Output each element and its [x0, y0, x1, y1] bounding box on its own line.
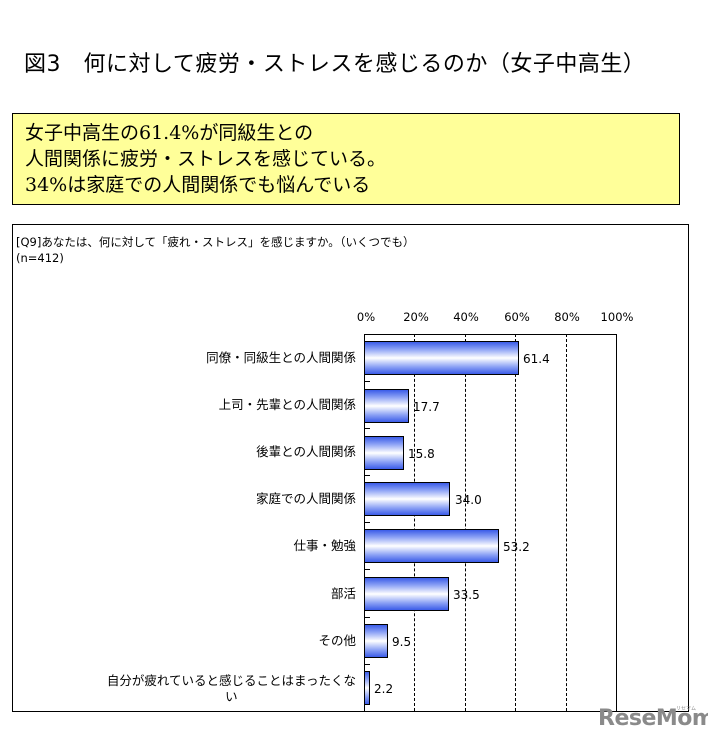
- value-label: 17.7: [413, 400, 440, 414]
- category-label: その他: [318, 633, 356, 648]
- resemom-watermark-logo: ReseMom: [598, 706, 708, 731]
- x-tick-80: 80%: [554, 310, 580, 324]
- bar-5: [364, 577, 449, 611]
- y-tick: [364, 475, 370, 476]
- y-tick: [364, 569, 370, 570]
- category-label: 部活: [330, 586, 356, 601]
- y-tick: [364, 381, 370, 382]
- callout-line-2: 人間関係に疲労・ストレスを感じている。: [25, 148, 387, 170]
- value-label: 9.5: [392, 635, 412, 649]
- gridline-80: [566, 334, 567, 711]
- category-label: 後輩との人間関係: [256, 444, 356, 459]
- x-tick-40: 40%: [453, 310, 479, 324]
- category-label: 家庭での人間関係: [255, 491, 356, 506]
- callout-line-1: 女子中高生の61.4%が同級生との: [25, 122, 314, 144]
- gridline-40: [465, 334, 466, 711]
- category-label: 自分が疲れていると感じることはまったくな い: [107, 673, 356, 705]
- x-tick-100: 100%: [600, 310, 634, 324]
- category-label: 仕事・勉強: [293, 538, 356, 553]
- resemom-watermark-kana: リセマム: [676, 706, 697, 712]
- category-label-line-1: 自分が疲れていると感じることはまったくな: [106, 673, 356, 688]
- summary-callout: 女子中高生の61.4%が同級生との 人間関係に疲労・ストレスを感じている。 34…: [12, 113, 680, 205]
- sample-size: (n=412): [16, 251, 64, 265]
- gridline-60: [515, 334, 516, 711]
- bar-6: [364, 624, 388, 658]
- x-tick-20: 20%: [403, 310, 429, 324]
- x-tick-60: 60%: [504, 310, 530, 324]
- question-label: [Q9]あなたは、何に対して「疲れ・ストレス」を感じますか。（いくつでも）: [16, 235, 415, 249]
- y-tick: [364, 428, 370, 429]
- value-label: 33.5: [453, 588, 480, 602]
- value-label: 15.8: [408, 447, 435, 461]
- category-label-line-2: い: [225, 689, 238, 704]
- value-label: 2.2: [374, 682, 394, 696]
- category-label: 同僚・同級生との人間関係: [206, 350, 356, 365]
- value-label: 53.2: [503, 540, 530, 554]
- bar-0: [364, 341, 519, 375]
- value-label: 34.0: [455, 493, 482, 507]
- bar-7: [364, 671, 370, 705]
- y-tick: [364, 664, 370, 665]
- bar-3: [364, 482, 450, 516]
- callout-line-3: 34%は家庭での人間関係でも悩んでいる: [25, 174, 371, 196]
- bar-1: [364, 389, 409, 423]
- category-label: 上司・先輩との人間関係: [218, 397, 356, 412]
- figure-title: 図3 何に対して疲労・ストレスを感じるのか（女子中高生）: [24, 52, 646, 77]
- y-tick: [364, 617, 370, 618]
- gridline-20: [414, 334, 415, 711]
- y-tick: [364, 522, 370, 523]
- question-text: [Q9]あなたは、何に対して「疲れ・ストレス」を感じますか。（いくつでも） (n…: [16, 234, 415, 266]
- bar-4: [364, 529, 499, 563]
- chart-frame: [12, 224, 689, 712]
- value-label: 61.4: [523, 352, 550, 366]
- x-tick-0: 0%: [356, 310, 376, 324]
- bar-2: [364, 436, 404, 470]
